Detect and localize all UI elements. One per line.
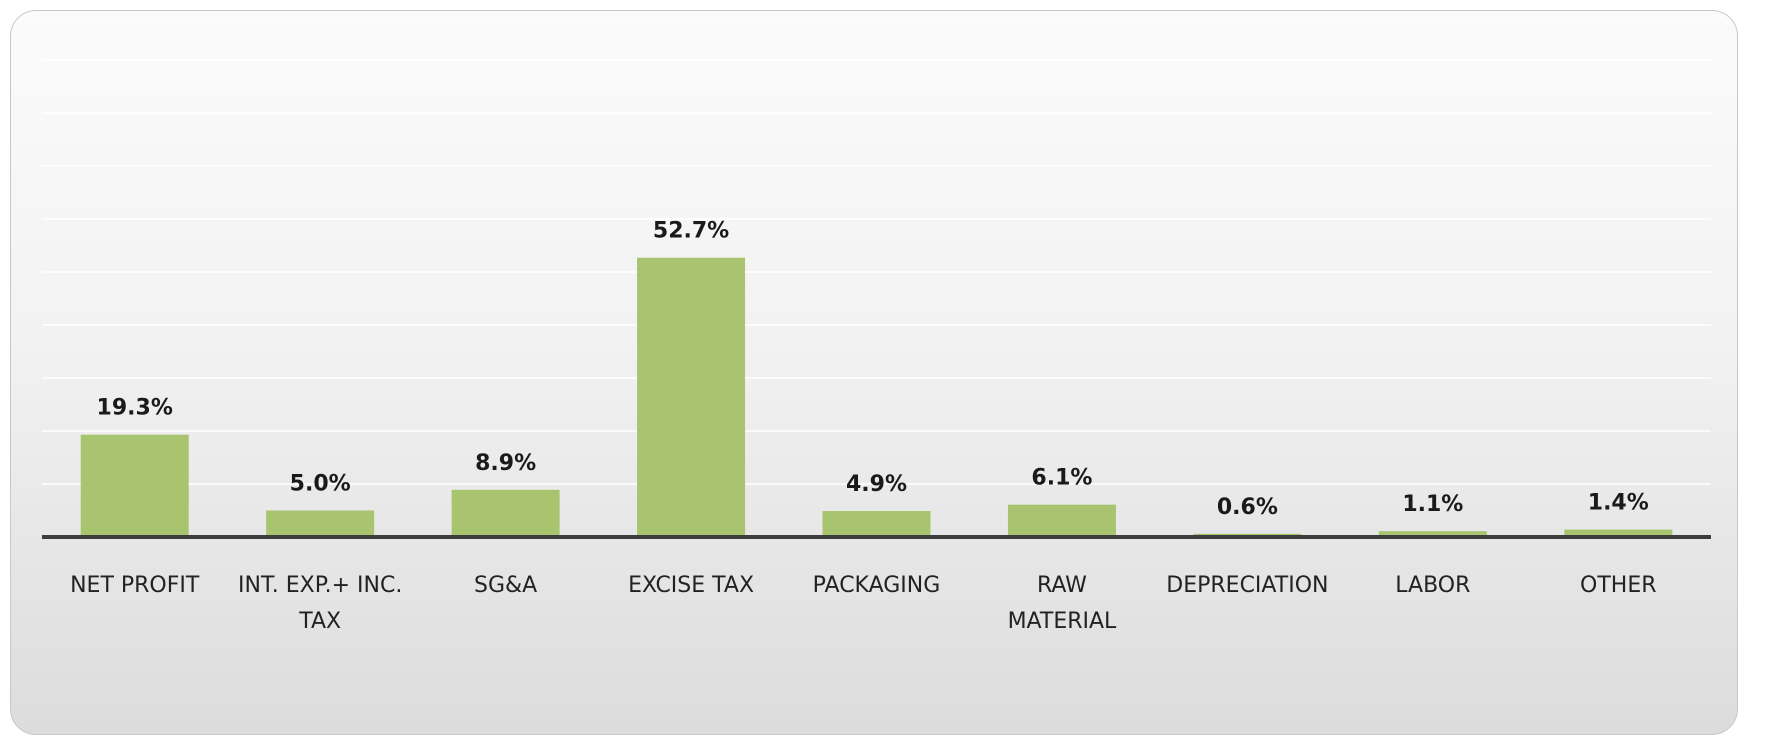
bar-chart: 19.3% 5.0% 8.9% 52.7% 4.9% 6.1% 0.6% 1.1% 1.4% N… bbox=[42, 59, 1711, 634]
bar bbox=[822, 511, 931, 537]
data-label: 5.0% bbox=[290, 472, 351, 497]
category-label: DEPRECIATION bbox=[1166, 573, 1328, 598]
bar bbox=[1564, 529, 1673, 537]
data-labels: 19.3% 5.0% 8.9% 52.7% 4.9% 6.1% 0.6% 1.1% 1.4% bbox=[97, 219, 1649, 520]
bar bbox=[80, 434, 189, 537]
category-label: RAW bbox=[1037, 573, 1087, 598]
category-label: EXCISE TAX bbox=[628, 573, 754, 598]
category-label: NET PROFIT bbox=[70, 573, 200, 598]
data-label: 52.7% bbox=[653, 219, 729, 244]
data-label: 0.6% bbox=[1217, 495, 1278, 520]
gridlines bbox=[42, 59, 1711, 485]
data-label: 8.9% bbox=[475, 451, 536, 476]
data-label: 1.4% bbox=[1588, 491, 1649, 516]
category-labels: NET PROFIT INT. EXP.+ INC. TAX SG&A EXCISE T… bbox=[70, 573, 1656, 634]
data-label: 1.1% bbox=[1402, 492, 1463, 517]
category-label: PACKAGING bbox=[813, 573, 941, 598]
chart-frame: 19.3% 5.0% 8.9% 52.7% 4.9% 6.1% 0.6% 1.1% 1.4% N… bbox=[10, 10, 1738, 735]
category-label: MATERIAL bbox=[1008, 609, 1117, 634]
bar bbox=[451, 489, 560, 537]
category-label: TAX bbox=[298, 609, 341, 634]
category-label: LABOR bbox=[1395, 573, 1470, 598]
bars bbox=[80, 257, 1673, 537]
data-label: 6.1% bbox=[1031, 466, 1092, 491]
category-label: OTHER bbox=[1580, 573, 1656, 598]
bar bbox=[1378, 531, 1487, 537]
bar bbox=[637, 257, 746, 537]
bar bbox=[266, 510, 375, 537]
category-label: SG&A bbox=[474, 573, 537, 598]
data-label: 19.3% bbox=[97, 396, 173, 421]
category-label: INT. EXP.+ INC. bbox=[238, 573, 402, 598]
bar bbox=[1007, 504, 1116, 537]
data-label: 4.9% bbox=[846, 472, 907, 497]
